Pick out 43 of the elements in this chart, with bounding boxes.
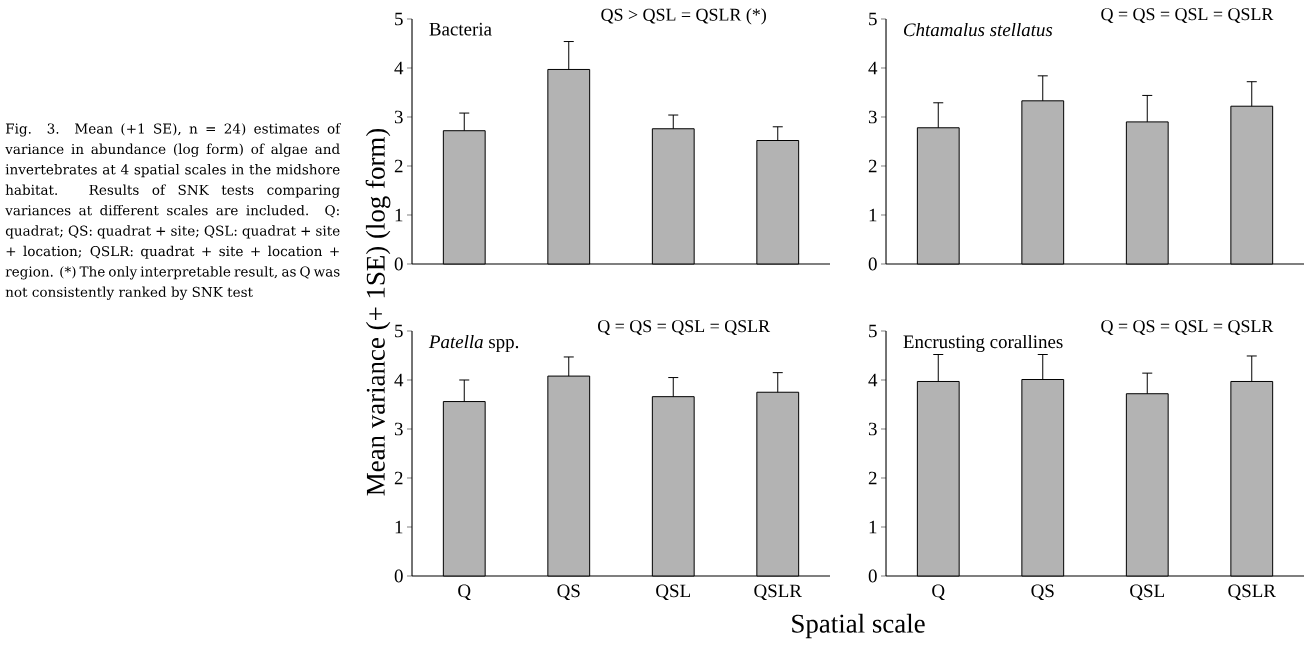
y-tick-label: 4 [868, 373, 878, 387]
y-tick-label: 3 [394, 110, 403, 124]
y-tick-label: 1 [395, 520, 403, 534]
y-tick-label: 2 [394, 159, 403, 173]
y-tick-label: 0 [868, 569, 877, 583]
y-tick-label: 2 [868, 471, 877, 485]
text: Fig. 3. Mean (+1 SE), n = 24) estimates of variance in abundance (log form) of algae and invertebrates at 4 spatial scales in the midshore habitat. Results of SNK tests comparing variances at different scales are included. Q: quadrat; QS: quadrat + site; QSL: quadrat + site + location; QSLR: quadrat + site + location + region. (*) The only interpretable result, as Q was not consistently ranked by SNK test [5, 123, 341, 300]
y-tick-label: 0 [868, 257, 877, 271]
y-tick-label: 5 [869, 324, 877, 338]
y-tick-label: 2 [394, 471, 403, 485]
x-tick-label: QSLR [1228, 584, 1276, 601]
chart-title: Bacteria [429, 22, 492, 36]
annotation: QS > QSL = QSLR (*) [601, 8, 766, 25]
annotation: Q = QS = QSL = QSLR [598, 320, 771, 335]
y-tick-label: 4 [868, 61, 878, 75]
y-tick-label: 5 [395, 12, 403, 26]
y-axis-title: Mean variance (+ 1SE) (log form) [365, 128, 391, 496]
y-tick-label: 0 [394, 257, 403, 271]
chart-title: Encrusting corallines [903, 334, 1063, 353]
x-tick-label: Q [932, 584, 945, 601]
chart-title: Patella spp. [428, 334, 519, 353]
x-tick-label: QS [1031, 584, 1054, 601]
x-tick-label: QS [557, 584, 580, 601]
y-tick-label: 5 [395, 324, 403, 338]
y-tick-label: 5 [869, 12, 877, 26]
chart-title: Chtamalus stellatus [903, 22, 1053, 37]
x-tick-label: QSL [656, 584, 690, 601]
y-tick-label: 1 [869, 208, 877, 222]
y-tick-label: 2 [868, 159, 877, 173]
y-tick-label: 3 [868, 110, 877, 124]
y-tick-label: 0 [394, 569, 403, 583]
x-tick-label: QSL [1130, 584, 1164, 601]
y-tick-label: 3 [394, 422, 403, 436]
y-tick-label: 4 [394, 61, 404, 75]
y-tick-label: 3 [868, 422, 877, 436]
y-tick-label: 4 [394, 373, 404, 387]
y-tick-label: 1 [869, 520, 877, 534]
annotation: Q = QS = QSL = QSLR [1101, 320, 1274, 335]
x-axis-title: Spatial scale [792, 613, 925, 639]
y-tick-label: 1 [395, 208, 403, 222]
x-tick-label: QSLR [754, 584, 802, 601]
x-tick-label: Q [458, 584, 471, 601]
annotation: Q = QS = QSL = QSLR [1101, 8, 1274, 23]
